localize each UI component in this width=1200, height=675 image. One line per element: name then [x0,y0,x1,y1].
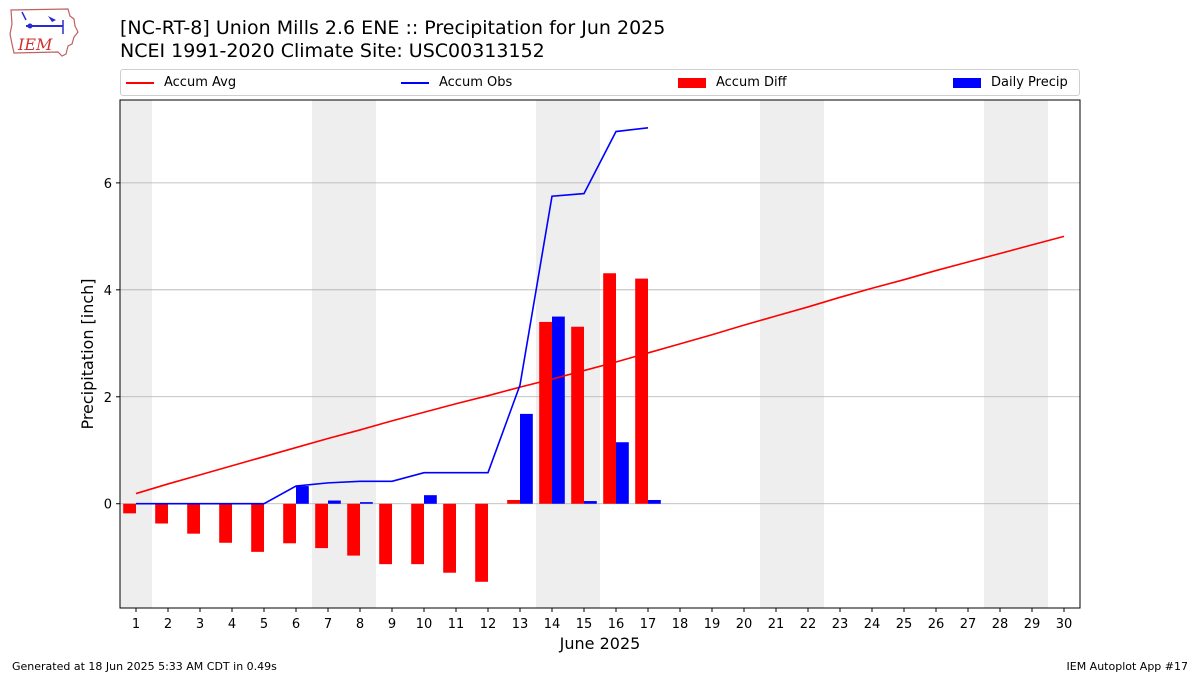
x-tick-label-10: 10 [416,617,433,632]
legend-swatch-daily-precip [953,77,981,88]
y-tick-label-0: 0 [104,498,112,513]
accum-diff-bar-day-15 [571,326,584,504]
x-tick-label-4: 4 [228,617,236,632]
iem-logo: IEM [8,6,80,60]
legend-item-accum-obs: Accum Obs [401,70,512,95]
accum-obs-line [136,127,649,505]
plot-frame [119,99,1081,609]
accum-diff-bar-day-12 [475,503,488,582]
daily-precip-bar-day-7 [328,500,341,504]
legend-swatch-accum-obs [401,81,429,84]
weekend-shade-day-28 [984,100,1016,608]
accum-diff-bar-day-3 [187,503,200,534]
chart-subtitle: NCEI 1991-2020 Climate Site: USC00313152 [120,40,545,62]
x-tick-label-20: 20 [736,617,753,632]
y-tick-label-2: 2 [104,391,112,406]
x-tick-label-7: 7 [324,617,332,632]
daily-precip-bar-day-13 [520,413,533,504]
daily-precip-bar-day-16 [616,442,629,504]
weekend-shade-day-21 [760,100,792,608]
daily-precip-bar-day-10 [424,495,437,504]
x-tick-label-21: 21 [768,617,785,632]
iowa-map-icon: IEM [9,8,79,57]
x-tick-label-23: 23 [832,617,849,632]
accum-diff-bar-day-4 [219,503,232,543]
accum-diff-bar-day-2 [155,503,168,524]
x-tick-label-1: 1 [132,617,140,632]
y-tick-label-6: 6 [104,177,112,192]
x-tick-label-25: 25 [896,617,913,632]
app-id: IEM Autoplot App #17 [1066,660,1189,673]
x-tick-label-5: 5 [260,617,268,632]
x-tick-label-22: 22 [800,617,817,632]
x-tick-label-13: 13 [512,617,529,632]
x-tick-label-17: 17 [640,617,657,632]
x-tick-label-2: 2 [164,617,172,632]
x-tick-label-15: 15 [576,617,593,632]
chart-title: [NC-RT-8] Union Mills 2.6 ENE :: Precipi… [120,17,666,39]
generated-timestamp: Generated at 18 Jun 2025 5:33 AM CDT in … [12,660,277,673]
accum-diff-bar-day-14 [539,321,552,504]
y-tick-label-4: 4 [104,284,112,299]
legend-swatch-accum-avg [126,81,154,84]
x-tick-label-12: 12 [480,617,497,632]
legend-label-accum-avg: Accum Avg [164,75,237,90]
x-tick-label-27: 27 [960,617,977,632]
x-tick-label-9: 9 [388,617,396,632]
logo-text: IEM [17,35,53,54]
legend-swatch-accum-diff [678,77,706,88]
daily-precip-bar-day-14 [552,316,565,504]
legend-item-daily-precip: Daily Precip [953,70,1068,95]
legend-label-accum-obs: Accum Obs [439,75,513,90]
x-tick-label-16: 16 [608,617,625,632]
accum-diff-bar-day-13 [507,499,520,504]
legend-label-daily-precip: Daily Precip [991,75,1068,90]
x-tick-label-14: 14 [544,617,561,632]
daily-precip-bar-day-8 [360,502,373,504]
x-tick-label-6: 6 [292,617,300,632]
x-axis-label: June 2025 [559,634,641,653]
daily-precip-bar-day-15 [584,501,597,504]
daily-precip-bar-day-17 [648,499,661,504]
weekend-shade-day-29 [1016,100,1048,608]
accum-diff-bar-day-7 [315,503,328,549]
x-tick-label-18: 18 [672,617,689,632]
legend: Accum Avg Accum Obs Accum Diff Daily Pre… [120,69,1080,96]
x-tick-label-24: 24 [864,617,881,632]
x-tick-label-30: 30 [1056,617,1073,632]
daily-precip-bar-day-6 [296,486,309,504]
accum-diff-bar-day-17 [635,278,648,504]
weekend-shade-day-22 [792,100,824,608]
accum-avg-line [135,235,1065,495]
accum-diff-bar-day-6 [283,503,296,544]
x-tick-label-28: 28 [992,617,1009,632]
y-axis-label: Precipitation [inch] [78,278,97,429]
accum-diff-bar-day-1 [123,503,136,514]
accum-diff-bar-day-16 [603,273,616,504]
x-tick-label-11: 11 [448,617,465,632]
x-tick-label-29: 29 [1024,617,1041,632]
legend-item-accum-diff: Accum Diff [678,70,787,95]
x-tick-label-8: 8 [356,617,364,632]
accum-diff-bar-day-10 [411,503,424,565]
x-tick-label-19: 19 [704,617,721,632]
accum-diff-bar-day-9 [379,503,392,565]
accum-diff-bar-day-8 [347,503,360,556]
accum-diff-bar-day-5 [251,503,264,552]
legend-label-accum-diff: Accum Diff [716,75,787,90]
accum-diff-bar-day-11 [443,503,456,573]
legend-item-accum-avg: Accum Avg [126,70,236,95]
weekend-shade-day-1 [120,100,152,608]
x-tick-label-26: 26 [928,617,945,632]
x-tick-label-3: 3 [196,617,204,632]
